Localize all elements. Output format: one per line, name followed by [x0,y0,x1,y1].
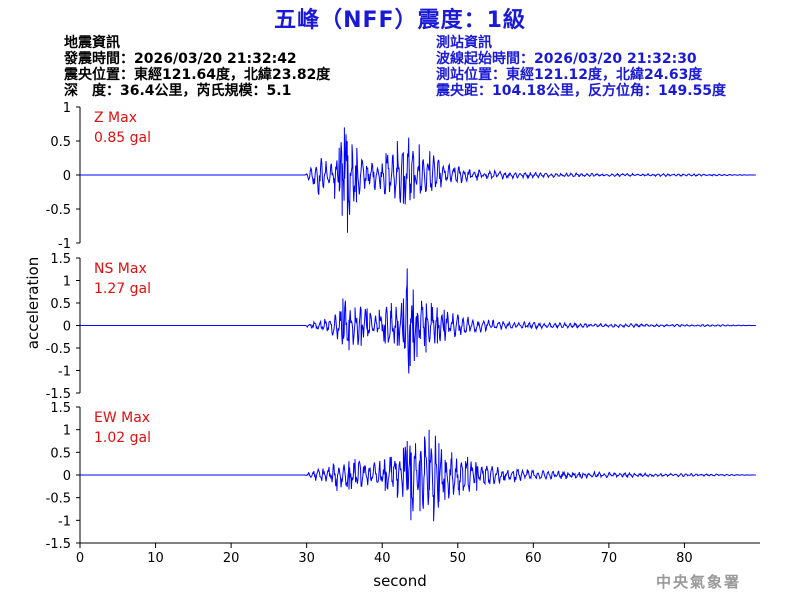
x-tick-label: 60 [525,551,542,566]
x-tick-label: 30 [298,551,315,566]
page-title: 五峰（NFF）震度：1級 [274,8,526,33]
x-tick-label: 10 [147,551,164,566]
agency-footer: 中央氣象署 [656,573,742,591]
waveform-z [80,127,756,233]
y-tick-label-ew: 0 [63,469,71,484]
y-tick-label-ew: 0.5 [50,446,71,461]
y-tick-label-ns: 0 [63,320,71,335]
y-tick-label-z: 1 [63,101,71,116]
y-tick-label-ns: -1.5 [46,387,71,402]
epicenter-line: 震央位置：東經121.64度，北緯23.82度 [64,67,331,83]
y-tick-label-ns: -0.5 [46,342,71,357]
depth-magnitude-line: 深 度：36.4公里，芮氏規模：5.1 [64,83,292,99]
x-tick-label: 70 [601,551,618,566]
quake-info-block: 地震資訊 發震時間：2026/03/20 21:32:42 震央位置：東經121… [64,35,330,99]
y-tick-label-ns: -1 [58,365,71,380]
epicentral-distance-line: 震央距：104.18公里，反方位角：149.55度 [436,83,727,99]
y-axis-title: acceleration [24,257,42,349]
y-tick-label-ew: -0.5 [46,492,71,507]
y-tick-label-ns: 1 [63,275,71,290]
x-tick-label: 0 [76,551,84,566]
max-label-ew: EW Max [94,410,150,426]
origin-time-line: 發震時間：2026/03/20 21:32:42 [64,51,297,67]
y-tick-label-ns: 1.5 [50,252,71,267]
y-tick-label-ew: 1 [63,424,71,439]
max-label-ns: NS Max [94,261,147,277]
station-location-line: 測站位置：東經121.12度，北緯24.63度 [436,67,703,83]
x-tick-label: 50 [450,551,467,566]
y-tick-label-z: -0.5 [46,203,71,218]
x-tick-label: 40 [374,551,391,566]
waveform-ns [80,268,756,374]
y-tick-label-ew: -1 [58,514,71,529]
y-tick-label-z: 0.5 [50,135,71,150]
max-value-ew: 1.02 gal [94,430,151,446]
y-tick-label-ew: -1.5 [46,537,71,552]
station-info-block: 測站資訊 波線起始時間：2026/03/20 21:32:30 測站位置：東經1… [436,35,726,99]
x-tick-label: 20 [223,551,240,566]
record-start-line: 波線起始時間：2026/03/20 21:32:30 [436,51,697,67]
max-label-z: Z Max [94,110,137,126]
max-value-z: 0.85 gal [94,130,151,146]
y-tick-label-ns: 0.5 [50,297,71,312]
max-value-ns: 1.27 gal [94,281,151,297]
x-tick-label: 80 [676,551,693,566]
station-info-header: 測站資訊 [436,35,492,51]
x-axis-title: second [373,572,427,590]
waveform-ew [80,429,756,522]
y-tick-label-z: -1 [58,237,71,252]
y-tick-label-ew: 1.5 [50,401,71,416]
quake-info-header: 地震資訊 [64,35,120,51]
y-tick-label-z: 0 [63,169,71,184]
